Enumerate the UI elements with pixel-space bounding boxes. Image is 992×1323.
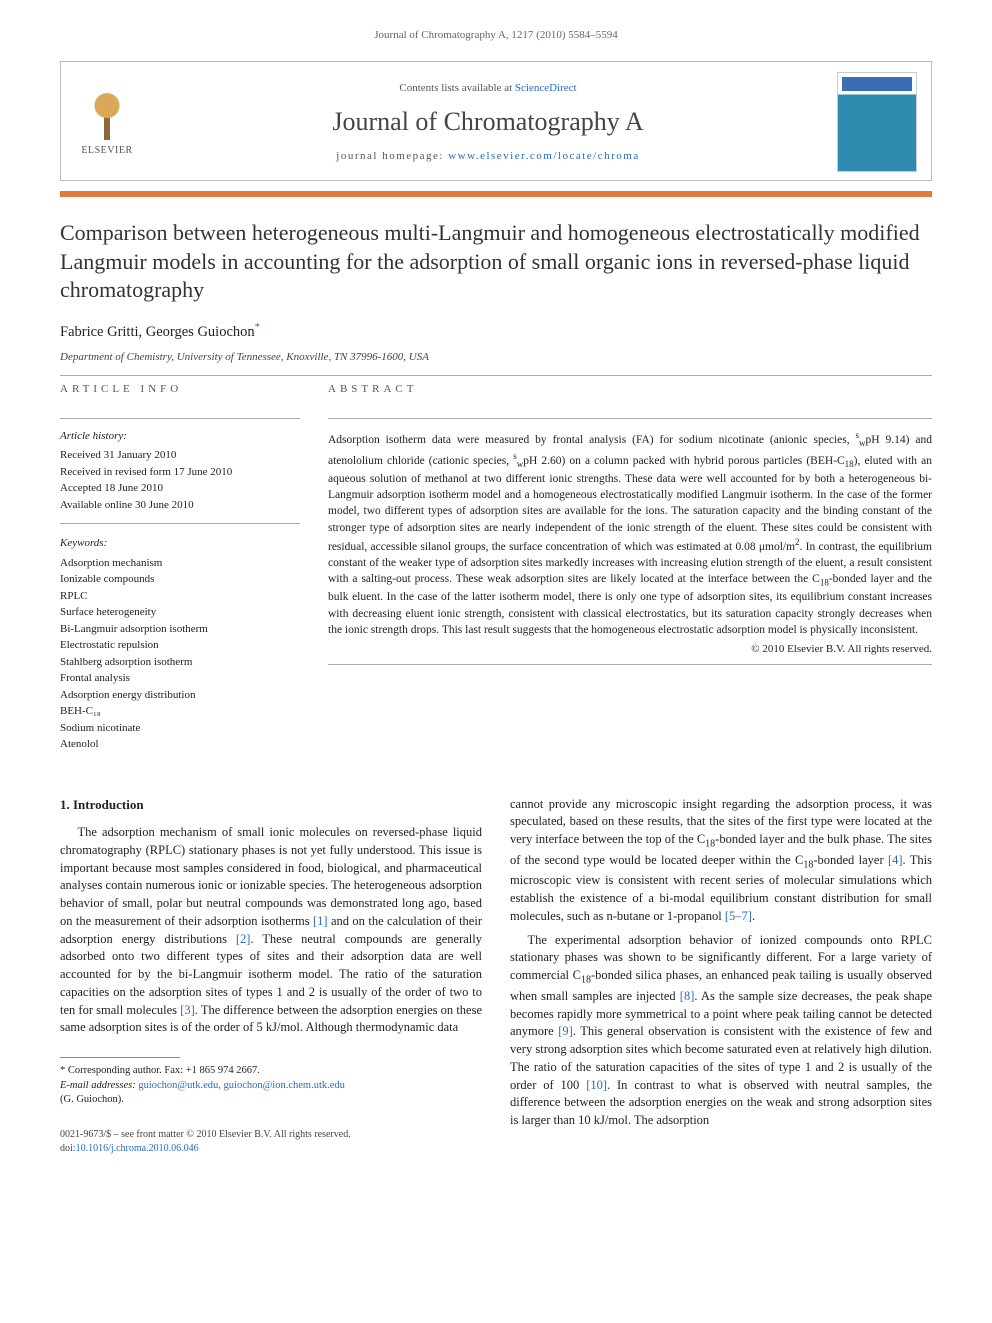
divider bbox=[328, 664, 932, 665]
keyword-item: Bi-Langmuir adsorption isotherm bbox=[60, 621, 300, 638]
abstract-block: Adsorption isotherm data were measured b… bbox=[328, 414, 932, 753]
journal-name: Journal of Chromatography A bbox=[153, 104, 823, 140]
footnote-author-paren: (G. Guiochon). bbox=[60, 1093, 482, 1108]
keyword-item: Frontal analysis bbox=[60, 670, 300, 687]
email-label: E-mail addresses: bbox=[60, 1080, 136, 1091]
authors-names: Fabrice Gritti, Georges Guiochon bbox=[60, 324, 255, 340]
footnote-emails: E-mail addresses: guiochon@utk.edu, guio… bbox=[60, 1079, 482, 1094]
masthead-center: Contents lists available at ScienceDirec… bbox=[153, 81, 823, 164]
keyword-item: BEH-C₁₈ bbox=[60, 703, 300, 720]
accent-color-bar bbox=[60, 191, 932, 197]
journal-masthead: ELSEVIER Contents lists available at Sci… bbox=[60, 61, 932, 181]
elsevier-logo: ELSEVIER bbox=[75, 86, 139, 158]
contents-lists-line: Contents lists available at ScienceDirec… bbox=[153, 81, 823, 96]
keyword-item: Surface heterogeneity bbox=[60, 604, 300, 621]
keyword-item: Ionizable compounds bbox=[60, 571, 300, 588]
footnote-label: Corresponding author. Fax: +1 865 974 26… bbox=[68, 1065, 260, 1076]
abstract-heading: ABSTRACT bbox=[328, 382, 932, 397]
keyword-item: Stahlberg adsorption isotherm bbox=[60, 654, 300, 671]
intro-heading: 1. Introduction bbox=[60, 796, 482, 814]
sciencedirect-link[interactable]: ScienceDirect bbox=[515, 82, 577, 94]
affiliation: Department of Chemistry, University of T… bbox=[60, 350, 932, 365]
divider bbox=[60, 418, 300, 419]
doi-link[interactable]: 10.1016/j.chroma.2010.06.046 bbox=[76, 1143, 199, 1154]
intro-paragraph-1b: cannot provide any microscopic insight r… bbox=[510, 796, 932, 926]
journal-cover-thumbnail bbox=[837, 72, 917, 172]
keyword-item: Electrostatic repulsion bbox=[60, 637, 300, 654]
keyword-item: Atenolol bbox=[60, 736, 300, 753]
footer-doi-line: doi:10.1016/j.chroma.2010.06.046 bbox=[60, 1142, 482, 1156]
footnote-corresponding: * Corresponding author. Fax: +1 865 974 … bbox=[60, 1064, 482, 1079]
keyword-item: Sodium nicotinate bbox=[60, 720, 300, 737]
email-addresses[interactable]: guiochon@utk.edu, guiochon@ion.chem.utk.… bbox=[138, 1080, 345, 1091]
contents-prefix: Contents lists available at bbox=[399, 82, 514, 94]
meta-body-row: Article history: Received 31 January 201… bbox=[60, 414, 932, 753]
footnote-rule bbox=[60, 1057, 180, 1058]
corresponding-mark: * bbox=[255, 321, 261, 333]
divider bbox=[60, 523, 300, 524]
keywords-list: Adsorption mechanismIonizable compoundsR… bbox=[60, 555, 300, 753]
footer-bar: 0021-9673/$ – see front matter © 2010 El… bbox=[60, 1128, 482, 1156]
authors-line: Fabrice Gritti, Georges Guiochon* bbox=[60, 320, 932, 342]
history-online: Available online 30 June 2010 bbox=[60, 497, 300, 514]
article-info-heading: ARTICLE INFO bbox=[60, 382, 300, 397]
keyword-item: RPLC bbox=[60, 588, 300, 605]
divider bbox=[60, 375, 932, 376]
footer-front-matter: 0021-9673/$ – see front matter © 2010 El… bbox=[60, 1128, 482, 1142]
keywords-label: Keywords: bbox=[60, 536, 300, 551]
article-info-block: Article history: Received 31 January 201… bbox=[60, 414, 300, 753]
abstract-text: Adsorption isotherm data were measured b… bbox=[328, 429, 932, 639]
homepage-url[interactable]: www.elsevier.com/locate/chroma bbox=[448, 150, 640, 162]
keyword-item: Adsorption energy distribution bbox=[60, 687, 300, 704]
elsevier-tree-icon bbox=[79, 86, 135, 142]
publisher-name: ELSEVIER bbox=[75, 144, 139, 158]
article-title: Comparison between heterogeneous multi-L… bbox=[60, 219, 932, 303]
history-accepted: Accepted 18 June 2010 bbox=[60, 480, 300, 497]
keyword-item: Adsorption mechanism bbox=[60, 555, 300, 572]
intro-paragraph-1a: The adsorption mechanism of small ionic … bbox=[60, 824, 482, 1037]
article-history-label: Article history: bbox=[60, 429, 300, 444]
homepage-line: journal homepage: www.elsevier.com/locat… bbox=[153, 149, 823, 164]
footnote-block: * Corresponding author. Fax: +1 865 974 … bbox=[60, 1064, 482, 1108]
homepage-prefix: journal homepage: bbox=[336, 150, 448, 162]
doi-prefix: doi: bbox=[60, 1143, 76, 1154]
meta-header-row: ARTICLE INFO ABSTRACT bbox=[60, 382, 932, 407]
divider bbox=[328, 418, 932, 419]
running-header: Journal of Chromatography A, 1217 (2010)… bbox=[60, 28, 932, 43]
body-two-column: 1. Introduction The adsorption mechanism… bbox=[60, 796, 932, 1157]
abstract-copyright: © 2010 Elsevier B.V. All rights reserved… bbox=[328, 642, 932, 657]
history-received: Received 31 January 2010 bbox=[60, 447, 300, 464]
intro-paragraph-2: The experimental adsorption behavior of … bbox=[510, 932, 932, 1130]
footnote-mark: * bbox=[60, 1065, 65, 1076]
history-revised: Received in revised form 17 June 2010 bbox=[60, 464, 300, 481]
